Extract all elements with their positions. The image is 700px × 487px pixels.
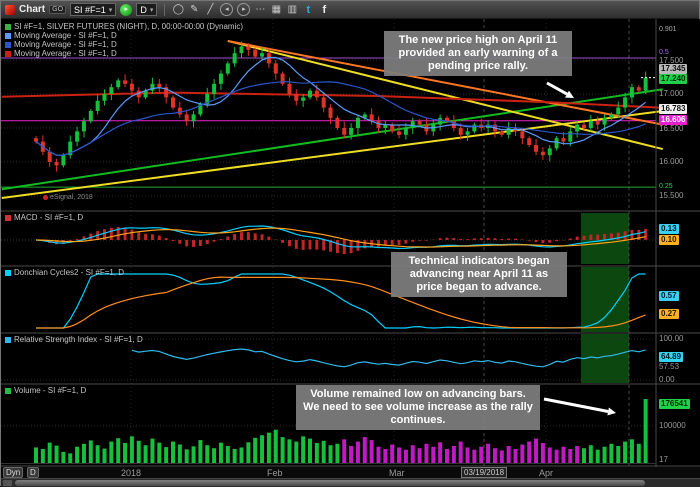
series-marker-icon bbox=[5, 23, 11, 30]
price-badge: 0.10 bbox=[659, 235, 679, 245]
axis-label: 16.500 bbox=[659, 124, 684, 133]
study-legend-ma2[interactable]: Moving Average - SI #F=1, D bbox=[5, 40, 117, 49]
macd-marker-icon bbox=[5, 214, 11, 221]
panel-title-donchian[interactable]: Donchian Cycles2 - SI #F=1, D bbox=[5, 268, 124, 277]
facebook-icon[interactable]: f bbox=[322, 3, 327, 16]
app-logo-icon bbox=[5, 4, 15, 15]
ma1-marker-icon bbox=[5, 32, 11, 39]
window-title: Chart bbox=[19, 4, 46, 15]
ma1-legend-label: Moving Average - SI #F=1, D bbox=[14, 31, 117, 40]
axis-label: 17.000 bbox=[659, 89, 684, 98]
axis-label: 17 bbox=[659, 455, 668, 464]
price-badge: 176541 bbox=[659, 399, 690, 409]
column-layout-icon[interactable]: ▥ bbox=[287, 3, 298, 15]
panel-title-rsi[interactable]: Relative Strength Index - SI #F=1, D bbox=[5, 335, 143, 344]
series-legend-label: SI #F=1, SILVER FUTURES (NIGHT), D, 00:0… bbox=[14, 22, 244, 31]
rsi-title-label: Relative Strength Index - SI #F=1, D bbox=[14, 335, 143, 344]
axis-label: 0.901 bbox=[659, 26, 677, 33]
axis-label: 16.000 bbox=[659, 157, 684, 166]
ellipse-tool-icon[interactable]: ◯ bbox=[172, 3, 184, 15]
mode-button-dyn[interactable]: Dyn bbox=[3, 467, 24, 478]
donchian-title-label: Donchian Cycles2 - SI #F=1, D bbox=[14, 268, 125, 277]
axis-label: 17.500 bbox=[659, 56, 684, 65]
axis-label: 100000 bbox=[659, 421, 686, 430]
time-axis-label: Apr bbox=[539, 468, 554, 478]
scrollbar-handle[interactable] bbox=[15, 480, 645, 486]
axis-label: 0.25 bbox=[659, 183, 673, 190]
axis-label: 100.00 bbox=[659, 334, 684, 343]
panel-title-macd[interactable]: MACD - SI #F=1, D bbox=[5, 213, 83, 222]
forward-circle-icon[interactable]: ▸ bbox=[237, 3, 251, 16]
time-axis-label: Mar bbox=[389, 468, 405, 478]
volume-title-label: Volume - SI #F=1, D bbox=[14, 386, 87, 395]
grid-layout-icon[interactable]: ▦ bbox=[271, 3, 282, 15]
trendline-tool-icon[interactable]: ╱ bbox=[207, 3, 214, 15]
time-axis-label: Feb bbox=[267, 468, 283, 478]
toolbar: Chart GO SI #F=1 ▾ ▸ D ▾ ◯ ✎ ╱ ◂ ▸ ⋯ ▦ ▥ t f bbox=[1, 1, 699, 19]
back-circle-icon[interactable]: ◂ bbox=[220, 3, 234, 16]
rsi-marker-icon bbox=[5, 336, 11, 343]
scrollbar-left-button[interactable] bbox=[3, 480, 12, 486]
symbol-value: SI #F=1 bbox=[74, 4, 106, 15]
axis-label: 0.5 bbox=[659, 49, 669, 56]
annotation-price-note[interactable]: The new price high on April 11 provided … bbox=[384, 31, 572, 76]
series-legend[interactable]: SI #F=1, SILVER FUTURES (NIGHT), D, 00:0… bbox=[5, 22, 243, 31]
go-badge: GO bbox=[49, 5, 67, 14]
axis-label: 57.53 bbox=[659, 362, 680, 371]
more-options-icon[interactable]: ⋯ bbox=[255, 3, 266, 15]
volume-marker-icon bbox=[5, 387, 11, 394]
go-button[interactable]: ▸ bbox=[120, 3, 133, 16]
ma2-legend-label: Moving Average - SI #F=1, D bbox=[14, 40, 117, 49]
ma3-legend-label: Moving Average - SI #F=1, D bbox=[14, 49, 117, 58]
esignal-logo-icon bbox=[43, 195, 48, 200]
price-badge: 0.27 bbox=[659, 309, 679, 319]
horizontal-scrollbar[interactable] bbox=[1, 478, 700, 487]
price-badge: 0.13 bbox=[659, 224, 679, 234]
interval-value: D bbox=[140, 4, 147, 15]
chevron-down-icon: ▾ bbox=[108, 6, 113, 14]
price-badge: 16.606 bbox=[659, 115, 688, 125]
ma2-marker-icon bbox=[5, 41, 11, 48]
symbol-input[interactable]: SI #F=1 ▾ bbox=[70, 3, 117, 16]
interval-select[interactable]: D ▾ bbox=[136, 3, 158, 16]
pencil-tool-icon[interactable]: ✎ bbox=[190, 3, 199, 15]
ma3-marker-icon bbox=[5, 50, 11, 57]
macd-title-label: MACD - SI #F=1, D bbox=[14, 213, 84, 222]
toolbar-tools: ◯ ✎ ╱ ◂ ▸ ⋯ ▦ ▥ t f bbox=[172, 3, 330, 17]
price-badge: 17.345 bbox=[659, 64, 688, 74]
chevron-down-icon: ▾ bbox=[149, 6, 154, 14]
twitter-icon[interactable]: t bbox=[306, 3, 311, 16]
study-legend-ma1[interactable]: Moving Average - SI #F=1, D bbox=[5, 31, 117, 40]
axis-label: 15.500 bbox=[659, 191, 684, 200]
axis-label: 0.00 bbox=[659, 375, 675, 384]
watermark: eSignal, 2018 bbox=[43, 194, 93, 201]
annotation-indicators-note[interactable]: Technical indicators began advancing nea… bbox=[391, 252, 567, 297]
price-badge: 0.57 bbox=[659, 291, 679, 301]
price-badge: 16.783 bbox=[659, 104, 688, 114]
annotation-volume-note[interactable]: Volume remained low on advancing bars. W… bbox=[296, 385, 540, 430]
panel-title-volume[interactable]: Volume - SI #F=1, D bbox=[5, 386, 86, 395]
price-badge: 17.240 bbox=[659, 74, 688, 84]
price-badge: 64.89 bbox=[659, 352, 684, 362]
separator bbox=[164, 3, 166, 16]
date-marker[interactable]: 03/19/2018 bbox=[461, 467, 508, 478]
mode-button-d[interactable]: D bbox=[27, 467, 39, 478]
time-axis-label: 2018 bbox=[121, 468, 142, 478]
donchian-marker-icon bbox=[5, 269, 11, 276]
time-axis[interactable]: 2018 Feb Mar Apr 03/19/2018 Dyn D bbox=[1, 467, 700, 478]
watermark-text: eSignal, 2018 bbox=[50, 194, 93, 201]
study-legend-ma3[interactable]: Moving Average - SI #F=1, D bbox=[5, 49, 117, 58]
